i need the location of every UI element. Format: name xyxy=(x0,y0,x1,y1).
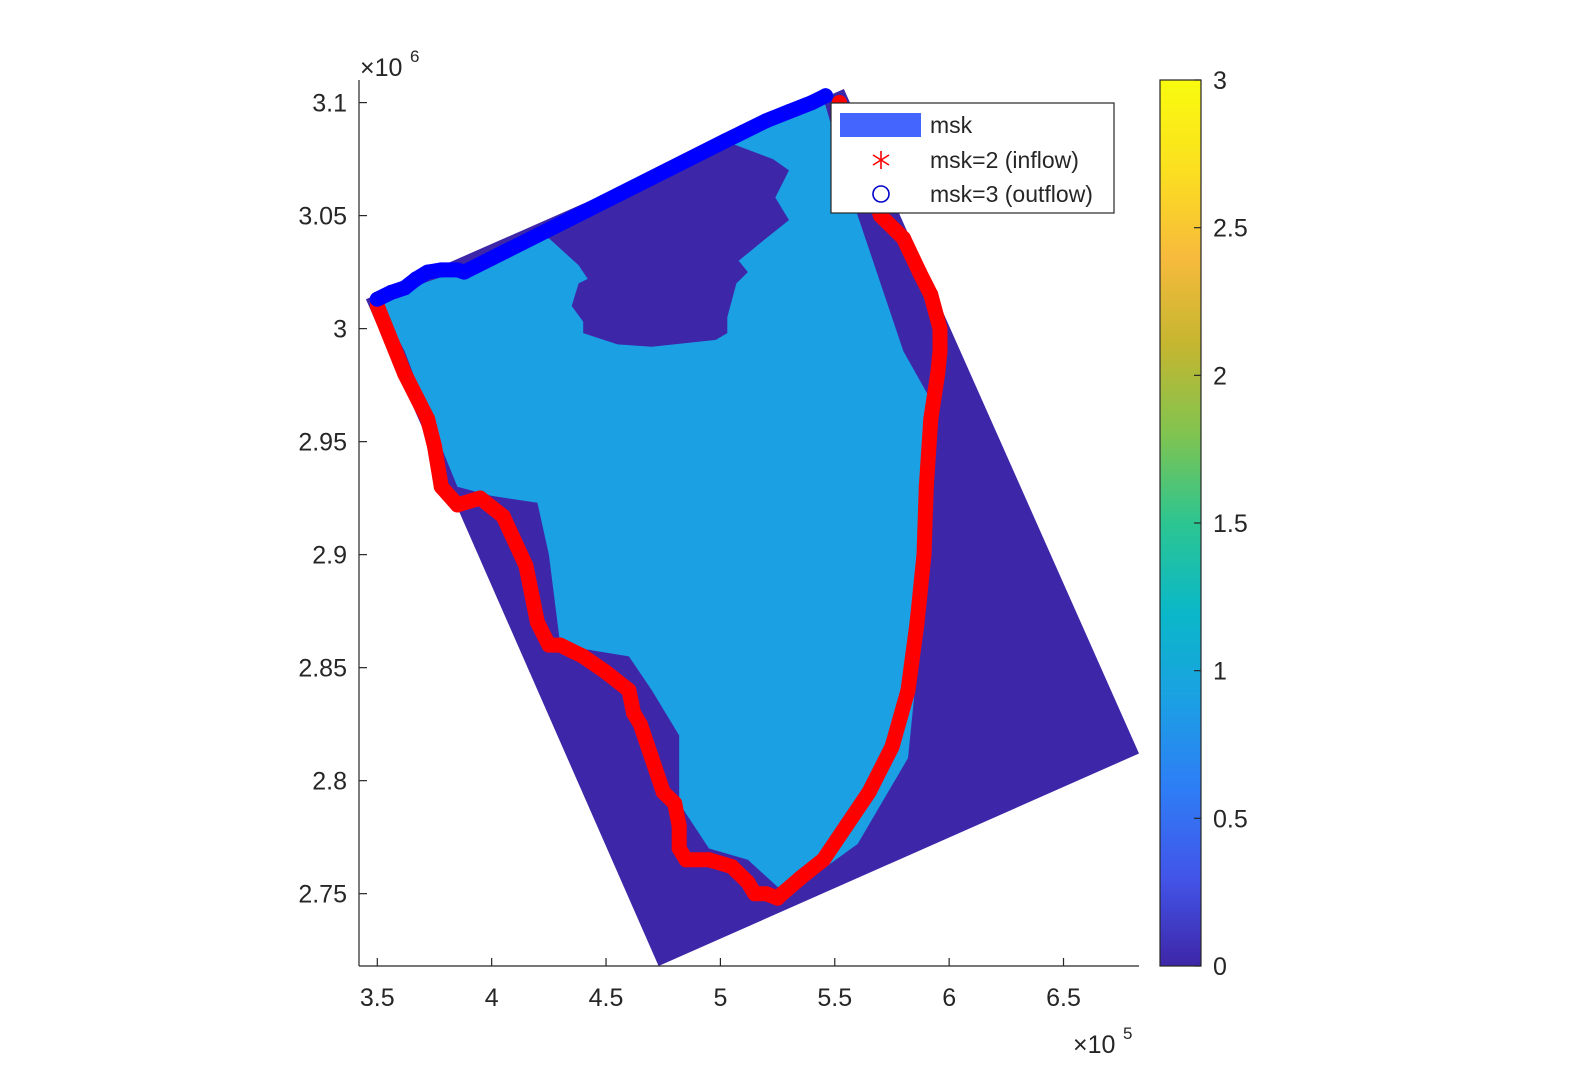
y-exponent-label: ×10 xyxy=(360,54,402,82)
x-tick-label: 6 xyxy=(942,984,956,1012)
inflow-marker xyxy=(923,411,939,427)
outflow-marker xyxy=(433,262,449,278)
inflow-marker xyxy=(420,411,436,427)
inflow-marker xyxy=(518,558,534,574)
y-exponent-power: 6 xyxy=(410,47,419,66)
inflow-marker xyxy=(433,479,449,495)
inflow-marker xyxy=(671,818,687,834)
inflow-marker xyxy=(930,366,946,382)
land-region xyxy=(377,98,938,894)
x-tick-label: 3.5 xyxy=(360,984,395,1012)
y-tick-label: 2.75 xyxy=(298,881,347,909)
inflow-marker xyxy=(621,682,637,698)
inflow-marker xyxy=(397,366,413,382)
inflow-marker xyxy=(884,739,900,755)
outflow-marker xyxy=(397,280,413,296)
inflow-marker xyxy=(774,886,790,902)
axes: 3.5 4 4.5 5 5.5 6 6.5 2.75 2.8 2.85 2.9 2.95 3 3.05 3.… xyxy=(298,47,1139,1059)
x-exponent-power: 5 xyxy=(1123,1024,1132,1043)
inflow-marker xyxy=(541,637,557,653)
x-exponent-label: ×10 xyxy=(1073,1031,1115,1059)
colorbar-tick-label: 3 xyxy=(1213,67,1227,95)
outflow-marker xyxy=(804,95,820,111)
inflow-marker xyxy=(667,795,683,811)
inflow-marker xyxy=(923,287,939,303)
colorbar-tick-label: 0 xyxy=(1213,953,1227,981)
inflow-marker xyxy=(918,479,934,495)
x-tick-label: 5.5 xyxy=(817,984,852,1012)
asterisk-stroke xyxy=(872,154,890,166)
x-tick-label: 5 xyxy=(713,984,727,1012)
y-tick-label: 2.9 xyxy=(312,542,347,570)
y-tick-label: 3.05 xyxy=(298,203,347,231)
outflow-marker xyxy=(383,285,399,300)
colorbar: 0 0.5 1 1.5 2 2.5 3 xyxy=(1159,67,1248,981)
colorbar-tick-label: 0.5 xyxy=(1213,805,1248,833)
legend-label: msk=3 (outflow) xyxy=(930,181,1093,207)
inflow-marker xyxy=(895,230,911,246)
colorbar-tick-label: 2.5 xyxy=(1213,215,1248,243)
inflow-marker xyxy=(724,859,740,875)
inflow-marker xyxy=(932,343,948,359)
inflow-marker xyxy=(861,784,877,800)
outflow-marker xyxy=(369,291,385,307)
inflow-marker xyxy=(644,750,660,766)
inflow-marker xyxy=(740,874,756,890)
colorbar-tick-label: 1 xyxy=(1213,658,1227,686)
outflow-marker xyxy=(408,271,424,287)
outflow-marker xyxy=(420,264,436,280)
colorbar-tick-label: 2 xyxy=(1213,362,1227,390)
x-tick-label: 6.5 xyxy=(1046,984,1081,1012)
inflow-marker xyxy=(427,438,442,454)
inflow-marker xyxy=(916,547,932,563)
inflow-marker xyxy=(900,682,916,698)
inflow-marker xyxy=(678,852,694,868)
legend-circle-icon xyxy=(872,185,890,203)
y-tick-label: 2.85 xyxy=(298,655,347,683)
inflow-marker xyxy=(626,705,641,721)
y-tick-label: 2.95 xyxy=(298,429,347,457)
inflow-marker xyxy=(529,614,545,630)
outflow-marker xyxy=(735,124,751,140)
map-plot xyxy=(365,88,1139,966)
legend: msk msk=2 (inflow) msk=3 (outflow) xyxy=(830,102,1115,214)
inflow-marker xyxy=(671,841,687,856)
legend-swatch-msk xyxy=(840,113,921,137)
inflow-marker xyxy=(632,716,648,732)
inflow-marker xyxy=(932,321,948,337)
y-tick-label: 2.8 xyxy=(312,768,347,796)
x-tick-label: 4.5 xyxy=(589,984,624,1012)
colorbar-tick-label: 1.5 xyxy=(1213,510,1248,538)
inflow-marker xyxy=(472,490,488,506)
x-tick-label: 4 xyxy=(485,984,499,1012)
outflow-marker xyxy=(456,264,472,280)
inflow-marker xyxy=(552,637,568,653)
sea-inlet-region xyxy=(491,141,789,347)
outflow-marker xyxy=(781,104,797,120)
inflow-marker xyxy=(747,886,763,902)
outflow-marker xyxy=(818,88,834,104)
legend-asterisk-icon xyxy=(872,151,890,169)
inflow-marker xyxy=(598,664,614,680)
inflow-marker xyxy=(815,852,831,868)
y-tick-label: 3 xyxy=(333,316,347,344)
legend-label: msk xyxy=(930,112,973,138)
inflow-marker xyxy=(911,264,927,280)
outflow-marker xyxy=(758,113,774,129)
inflow-marker xyxy=(909,614,925,630)
y-tick-label: 3.1 xyxy=(312,90,347,118)
inflow-marker xyxy=(575,648,591,664)
inflow-marker xyxy=(655,784,671,800)
legend-label: msk=2 (inflow) xyxy=(930,147,1079,173)
inflow-marker xyxy=(701,852,717,868)
inflow-marker xyxy=(838,818,854,834)
inflow-marker xyxy=(449,497,465,513)
inflow-marker xyxy=(495,508,511,524)
inflow-marker xyxy=(793,870,808,886)
inflow-marker xyxy=(758,886,774,902)
outflow-marker xyxy=(717,133,733,149)
